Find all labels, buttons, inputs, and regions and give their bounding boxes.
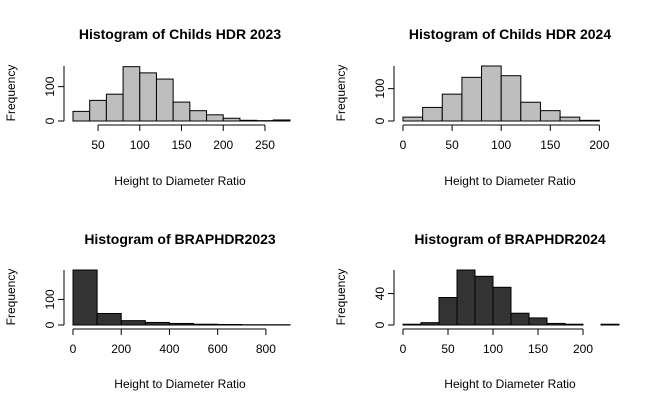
chart3-bar [96, 312, 122, 326]
chart3-bar [193, 323, 219, 326]
chart1-bar [122, 66, 141, 122]
chart3-x-tick-label: 800 [256, 342, 276, 356]
chart4-x-tick-label: 200 [573, 342, 593, 356]
chart1-x-tick-label: 250 [255, 138, 275, 152]
chart4-title: Histogram of BRAPHDR2024 [414, 231, 606, 247]
chart1-y-tick-label: 0 [43, 117, 57, 124]
chart1-bar [139, 72, 157, 122]
chart3-y-tick-label: 100 [43, 289, 57, 309]
chart4-x-tick-label: 150 [528, 342, 548, 356]
chart3-bar [72, 269, 98, 326]
chart2-x-tick-label: 50 [445, 138, 459, 152]
chart2-x-label: Height to Diameter Ratio [444, 174, 576, 188]
chart1-bar [272, 119, 291, 122]
chart1-bar [72, 110, 91, 122]
chart1-bar [239, 119, 258, 122]
chart1-x-tick-label: 150 [171, 138, 191, 152]
chart4-bar [456, 269, 476, 326]
chart2-y-tick-label: 0 [373, 117, 387, 124]
chart4-bar [528, 317, 548, 326]
chart3-title: Histogram of BRAPHDR2023 [84, 231, 276, 247]
chart3-x-tick-label: 0 [70, 342, 77, 356]
chart3-y-label: Frequency [4, 269, 18, 326]
chart2-x-tick-label: 200 [589, 138, 609, 152]
chart4-x-tick-label: 0 [400, 342, 407, 356]
chart1-y-label: Frequency [4, 65, 18, 122]
chart2-bar [539, 110, 561, 122]
chart4-bar [402, 323, 422, 326]
chart2-bar [402, 116, 424, 122]
chart3-bar [168, 322, 195, 326]
chart2-bar [520, 101, 541, 122]
chart2-bar [461, 76, 483, 122]
chart1-bar [155, 78, 174, 122]
chart2-y-label: Frequency [334, 65, 348, 122]
chart4-bar [564, 323, 584, 326]
chart2-title: Histogram of Childs HDR 2024 [409, 26, 611, 42]
chart4-bar [438, 297, 458, 326]
chart1-x-label: Height to Diameter Ratio [114, 174, 246, 188]
chart3-y-tick-label: 0 [43, 321, 57, 328]
chart3-x-tick-label: 200 [111, 342, 131, 356]
chart4-x-label: Height to Diameter Ratio [444, 377, 576, 391]
chart3-bar [120, 320, 146, 326]
chart2-x-tick-label: 0 [400, 138, 407, 152]
chart1-bar [105, 93, 124, 122]
chart1-x-tick-label: 50 [91, 138, 105, 152]
chart2-x-tick-label: 150 [540, 138, 560, 152]
chart4-y-label: Frequency [334, 269, 348, 326]
chart2-bar [500, 75, 522, 122]
chart4-x-tick-label: 50 [441, 342, 455, 356]
chart4-y-tick-label: 40 [373, 287, 387, 301]
chart2-x-tick-label: 100 [491, 138, 511, 152]
chart4-bar [546, 322, 566, 326]
chart3-x-label: Height to Diameter Ratio [114, 377, 246, 391]
chart2-bar [559, 116, 581, 122]
chart4-y-tick-label: 0 [373, 321, 387, 328]
chart1-x-tick-label: 100 [130, 138, 150, 152]
chart1-bar [172, 101, 191, 122]
chart4-bar [510, 312, 530, 326]
chart3-x-tick-label: 600 [208, 342, 228, 356]
chart2-bar [579, 119, 600, 122]
chart1-bar [222, 117, 241, 122]
chart4-bar [474, 275, 494, 326]
chart1-bar [206, 114, 224, 122]
chart1-x-tick-label: 200 [213, 138, 233, 152]
chart2-bar [441, 93, 463, 122]
chart1-bar [189, 110, 208, 122]
chart2-bar [481, 65, 502, 122]
chart1-title: Histogram of Childs HDR 2023 [79, 26, 281, 42]
chart2-y-tick-label: 100 [373, 78, 387, 98]
chart3-x-tick-label: 400 [159, 342, 179, 356]
chart1-bar [89, 99, 107, 122]
chart1-y-tick-label: 100 [43, 76, 57, 96]
chart4-bar [600, 323, 620, 326]
chart3-bar [217, 323, 243, 326]
chart4-x-tick-label: 100 [483, 342, 503, 356]
chart4-bar [492, 286, 512, 326]
chart2-bar [422, 106, 443, 122]
chart3-bar [144, 321, 170, 326]
chart4-bar [420, 322, 440, 326]
